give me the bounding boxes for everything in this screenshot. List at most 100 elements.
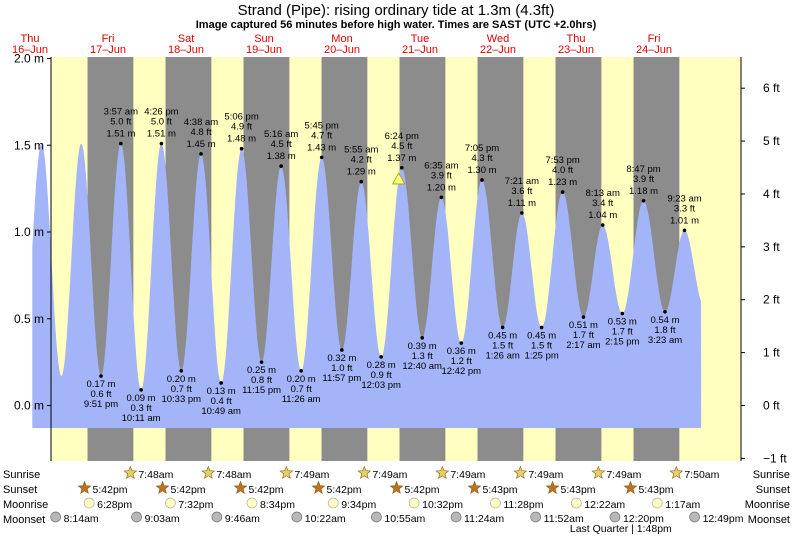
moonset-time: 10:22am bbox=[305, 513, 346, 525]
low-tide-feet: 1.5 ft bbox=[531, 340, 552, 351]
moonrise-time: 11:28pm bbox=[503, 499, 543, 511]
day-date-label: 23–Jun bbox=[558, 44, 594, 56]
moonrise-icon bbox=[408, 497, 420, 509]
high-tide-point bbox=[359, 179, 364, 184]
low-tide-metres: 0.17 m bbox=[86, 379, 115, 390]
low-tide-time: 9:51 pm bbox=[84, 399, 118, 410]
moonrise-icon bbox=[327, 497, 339, 509]
high-tide-feet: 4.0 ft bbox=[552, 165, 573, 176]
low-tide-point bbox=[581, 315, 586, 319]
sunset-time: 5:43pm bbox=[483, 484, 518, 496]
high-tide-point bbox=[199, 152, 203, 156]
low-tide-feet: 0.4 ft bbox=[211, 396, 232, 407]
low-tide-time: 11:57 pm bbox=[322, 373, 361, 384]
low-tide-feet: 0.8 ft bbox=[251, 375, 272, 386]
day-weekday-label: Thu bbox=[567, 33, 586, 45]
high-tide-time: 4:26 pm bbox=[144, 107, 178, 118]
moonset-time: 12:49pm bbox=[703, 513, 744, 525]
sunrise-icon bbox=[201, 465, 216, 479]
low-tide-feet: 0.7 ft bbox=[291, 384, 312, 395]
high-tide-metres: 1.20 m bbox=[427, 182, 456, 193]
sunrise-row-label-left: Sunrise bbox=[3, 469, 40, 481]
moonset-icon bbox=[530, 511, 542, 523]
high-tide-point bbox=[480, 178, 484, 182]
high-tide-metres: 1.51 m bbox=[106, 129, 135, 140]
sunset-icon bbox=[155, 480, 170, 494]
sunrise-icon bbox=[669, 465, 684, 479]
high-tide-feet: 5.0 ft bbox=[110, 117, 131, 128]
low-tide-metres: 0.13 m bbox=[207, 386, 236, 397]
low-tide-time: 10:49 am bbox=[201, 406, 241, 417]
sunset-row-label-right: Sunset bbox=[756, 484, 790, 496]
sunset-time: 5:42pm bbox=[327, 484, 362, 496]
low-tide-time: 2:15 pm bbox=[605, 337, 639, 348]
low-tide-feet: 0.9 ft bbox=[371, 370, 392, 381]
high-tide-point bbox=[641, 198, 646, 203]
low-tide-point bbox=[299, 369, 303, 373]
moonset-icon bbox=[211, 511, 223, 523]
high-tide-point bbox=[400, 166, 404, 170]
low-tide-metres: 0.51 m bbox=[569, 320, 598, 331]
moonrise-time: 6:28pm bbox=[97, 499, 132, 511]
sunrise-icon bbox=[357, 465, 372, 479]
low-tide-point bbox=[620, 311, 625, 316]
chart-title: Strand (Pipe): rising ordinary tide at 1… bbox=[238, 2, 555, 19]
moonrise-icon bbox=[490, 497, 501, 509]
sunset-time: 5:42pm bbox=[249, 484, 284, 496]
moonset-time: 8:14am bbox=[64, 513, 99, 525]
high-tide-metres: 1.43 m bbox=[307, 142, 336, 153]
low-tide-point bbox=[139, 388, 143, 392]
high-tide-time: 6:35 am bbox=[424, 160, 458, 171]
high-tide-feet: 3.9 ft bbox=[633, 174, 654, 185]
sunrise-icon bbox=[123, 465, 138, 479]
high-tide-metres: 1.51 m bbox=[147, 129, 176, 140]
high-tide-feet: 5.0 ft bbox=[151, 117, 172, 128]
low-tide-point bbox=[340, 348, 344, 352]
sunset-icon bbox=[467, 480, 482, 494]
day-weekday-label: Fri bbox=[648, 33, 661, 45]
high-tide-metres: 1.38 m bbox=[267, 151, 296, 162]
sunrise-time: 7:50am bbox=[684, 469, 719, 481]
low-tide-point bbox=[379, 355, 383, 359]
high-tide-point bbox=[439, 195, 444, 200]
left-tick-label: 0.0 m bbox=[14, 399, 44, 413]
moonset-icon bbox=[291, 511, 303, 523]
left-tick-label: 2.0 m bbox=[14, 52, 44, 66]
high-tide-feet: 4.8 ft bbox=[190, 127, 211, 138]
high-tide-metres: 1.01 m bbox=[670, 215, 699, 226]
water-level-area bbox=[32, 143, 702, 428]
low-tide-metres: 0.32 m bbox=[327, 353, 356, 364]
moonrise-icon bbox=[570, 497, 582, 509]
high-tide-feet: 4.7 ft bbox=[311, 130, 332, 141]
sunset-time: 5:43pm bbox=[639, 484, 674, 496]
day-date-label: 22–Jun bbox=[480, 44, 516, 56]
axes: 2.0 m 1.5 m 1.0 m 0.5 m 0.0 m 6 ft 5 ft 4 ft 3 f… bbox=[14, 52, 787, 466]
day-weekday-label: Sun bbox=[254, 33, 274, 45]
high-tide-metres: 1.37 m bbox=[387, 153, 416, 164]
low-tide-metres: 0.53 m bbox=[608, 317, 637, 328]
low-tide-time: 1:25 pm bbox=[524, 350, 558, 361]
right-tick-label: 4 ft bbox=[763, 187, 780, 201]
high-tide-feet: 3.9 ft bbox=[431, 170, 452, 181]
moonrise-icon bbox=[651, 497, 663, 509]
low-tide-metres: 0.45 m bbox=[527, 330, 556, 341]
high-tide-point bbox=[560, 190, 565, 194]
right-tick-label: 0 ft bbox=[763, 399, 780, 413]
high-tide-metres: 1.29 m bbox=[347, 167, 376, 178]
high-tide-feet: 3.4 ft bbox=[592, 198, 613, 209]
high-tide-feet: 4.5 ft bbox=[271, 139, 292, 150]
high-tide-point bbox=[279, 164, 283, 168]
low-tide-metres: 0.36 m bbox=[447, 346, 476, 357]
moonset-icon bbox=[689, 511, 700, 523]
high-tide-time: 3:57 am bbox=[104, 107, 138, 118]
moonset-icon bbox=[371, 511, 382, 523]
low-tide-metres: 0.54 m bbox=[650, 315, 679, 326]
sunset-row-label-left: Sunset bbox=[3, 484, 37, 496]
sunrise-time: 7:49am bbox=[372, 469, 407, 481]
sunrise-time: 7:48am bbox=[216, 469, 251, 481]
low-tide-metres: 0.25 m bbox=[247, 365, 276, 376]
right-tick-label: 2 ft bbox=[763, 293, 780, 307]
astro-table: Sunrise Sunrise Sunset Sunset Moonrise Moonri… bbox=[3, 465, 790, 535]
low-tide-point bbox=[99, 374, 103, 378]
